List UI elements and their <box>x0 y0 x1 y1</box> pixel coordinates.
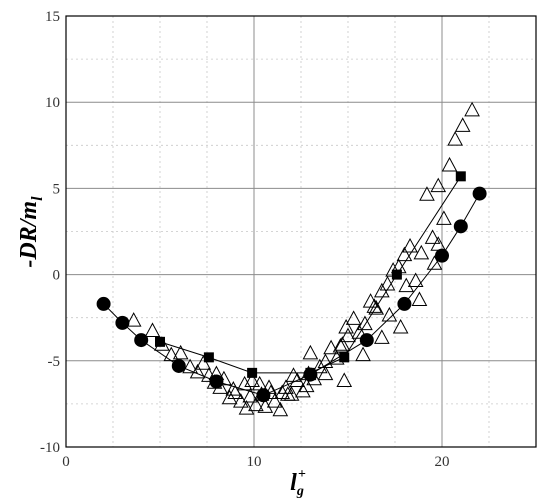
data-point-circle <box>359 333 374 348</box>
data-point-triangle <box>368 300 385 315</box>
data-point-triangle <box>436 210 452 225</box>
data-point-triangle <box>340 327 356 343</box>
x-tick-label: 20 <box>435 454 450 470</box>
data-point-triangle <box>266 393 283 408</box>
data-point-triangle <box>411 291 428 306</box>
data-point-triangle <box>430 177 447 193</box>
data-point-triangle <box>398 277 415 293</box>
data-point-triangle <box>374 329 390 344</box>
data-point-triangle <box>392 318 409 334</box>
data-point-square <box>339 352 350 363</box>
data-point-triangle <box>172 344 189 360</box>
data-point-triangle <box>426 255 443 270</box>
y-tick-label: -10 <box>40 440 60 456</box>
data-point-circle <box>209 374 224 389</box>
series-filled-circle <box>96 186 487 403</box>
data-point-triangle <box>407 272 424 287</box>
tick-labels: 0 10 20 -10 -5 0 5 10 15 <box>40 9 450 470</box>
data-point-circle <box>171 358 186 373</box>
x-tick-label: 10 <box>247 454 262 470</box>
data-point-triangle <box>447 131 463 146</box>
data-point-triangle <box>336 372 353 387</box>
data-point-triangle <box>357 315 373 331</box>
data-point-triangle <box>345 310 362 325</box>
series-layer <box>96 101 487 417</box>
data-point-circle <box>303 367 318 382</box>
data-point-circle <box>256 388 271 403</box>
data-point-square <box>247 367 258 378</box>
data-point-triangle <box>413 244 430 260</box>
x-axis-label: l+ g <box>290 467 306 499</box>
data-point-circle <box>397 296 412 311</box>
data-point-triangle <box>302 344 319 360</box>
y-tick-label: 0 <box>53 268 61 284</box>
data-point-triangle <box>464 101 480 117</box>
data-point-circle <box>134 333 149 348</box>
y-axis-label: -DR/ml <box>16 196 46 268</box>
data-point-triangle <box>125 312 142 327</box>
data-point-triangle <box>338 318 354 334</box>
data-point-triangle <box>189 363 206 379</box>
data-point-square <box>203 352 214 363</box>
data-point-circle <box>435 248 449 263</box>
data-point-triangle <box>334 336 351 351</box>
data-point-square <box>155 336 165 347</box>
y-tick-label: 15 <box>45 9 60 25</box>
data-point-triangle <box>441 156 458 172</box>
data-point-triangle <box>242 387 259 403</box>
data-point-triangle <box>248 396 264 412</box>
plot-frame <box>65 15 537 448</box>
data-point-triangle <box>454 117 471 132</box>
data-point-triangle <box>323 339 339 355</box>
y-tick-label: 10 <box>45 95 60 111</box>
data-point-triangle <box>317 365 334 381</box>
y-tick-label: 5 <box>53 181 61 197</box>
data-point-triangle <box>238 400 255 415</box>
data-point-triangle <box>274 384 291 400</box>
data-point-triangle <box>419 186 435 201</box>
data-point-circle <box>472 186 487 201</box>
data-point-triangle <box>332 337 349 353</box>
y-tick-label: -5 <box>48 354 61 370</box>
data-point-triangle <box>285 367 302 382</box>
data-point-triangle <box>298 377 315 393</box>
data-point-triangle <box>221 389 238 405</box>
x-tick-label: 0 <box>62 454 70 470</box>
data-point-triangle <box>396 246 413 262</box>
data-point-triangle <box>225 381 242 396</box>
series-line <box>103 193 481 396</box>
data-point-triangle <box>280 386 296 401</box>
data-point-triangle <box>366 298 383 313</box>
data-point-triangle <box>272 401 289 417</box>
data-point-triangle <box>195 355 212 370</box>
data-point-triangle <box>295 382 311 398</box>
data-point-circle <box>453 219 468 234</box>
data-point-square <box>391 269 402 280</box>
data-point-triangle <box>402 237 418 253</box>
data-point-circle <box>96 296 111 311</box>
data-point-triangle <box>355 346 371 362</box>
data-point-triangle <box>182 358 198 374</box>
data-point-triangle <box>244 372 260 387</box>
data-point-triangle <box>317 353 334 369</box>
data-point-square <box>455 171 466 182</box>
data-point-triangle <box>424 229 441 244</box>
data-point-circle <box>115 315 130 330</box>
data-point-triangle <box>351 324 368 339</box>
data-point-triangle <box>144 322 161 337</box>
